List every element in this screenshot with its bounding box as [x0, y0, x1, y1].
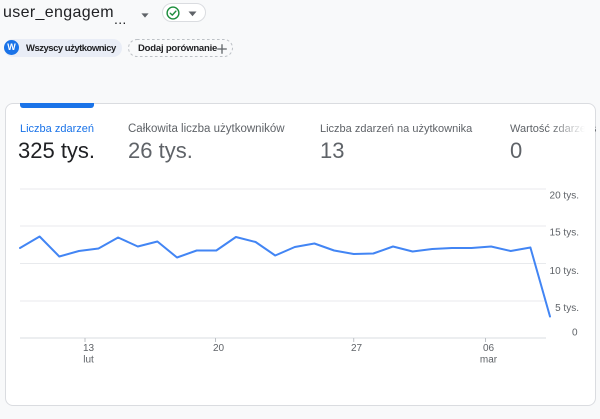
svg-text:27: 27 [351, 343, 363, 354]
svg-text:06: 06 [483, 343, 495, 354]
svg-text:20: 20 [213, 343, 225, 354]
svg-text:13: 13 [83, 343, 95, 354]
svg-text:5 tys.: 5 tys. [555, 303, 579, 314]
svg-text:0: 0 [572, 328, 578, 339]
svg-text:lut: lut [83, 355, 94, 366]
svg-text:mar: mar [480, 355, 498, 366]
svg-text:20 tys.: 20 tys. [550, 191, 579, 202]
svg-text:15 tys.: 15 tys. [550, 228, 579, 239]
svg-text:10 tys.: 10 tys. [550, 266, 579, 277]
